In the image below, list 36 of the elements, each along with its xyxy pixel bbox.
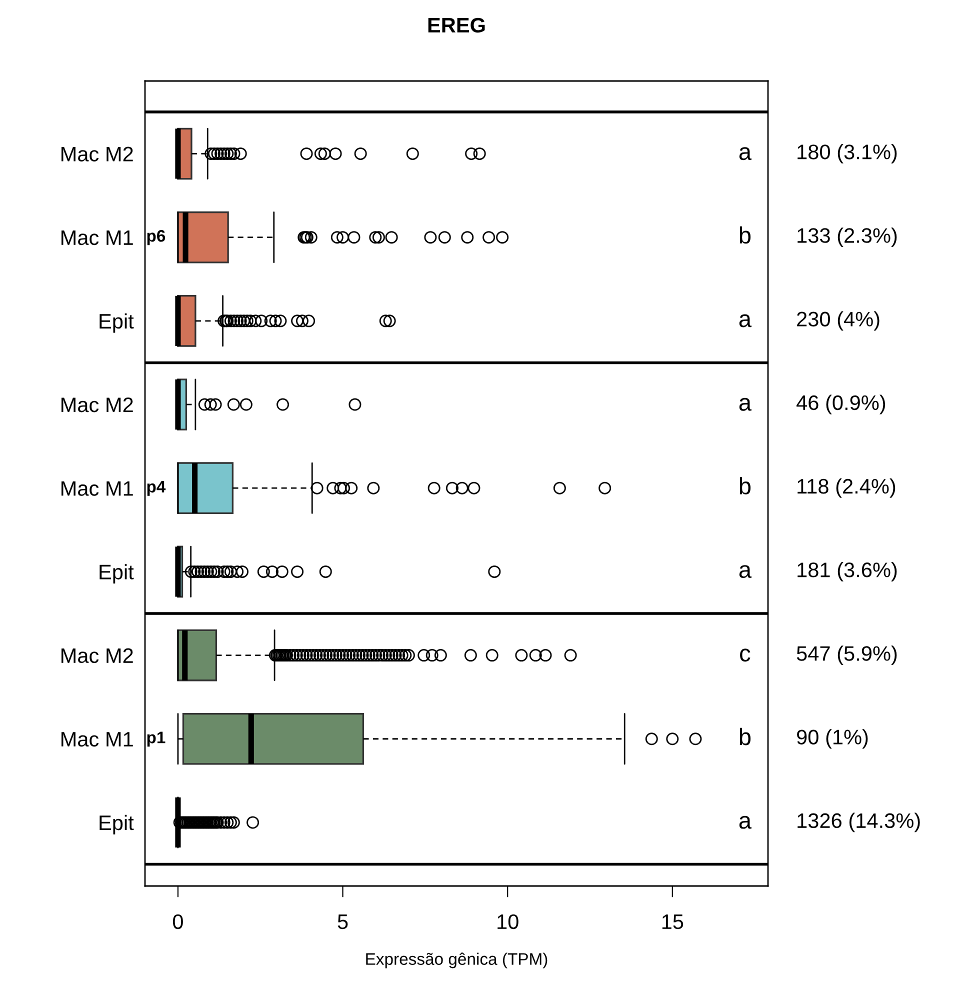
x-axis-title: Expressão gênica (TPM) (366, 952, 548, 968)
y-tick-label: Mac M2 (62, 398, 133, 412)
annotation: a (739, 314, 752, 328)
text: 133 (2.3%) (798, 228, 897, 248)
text: 46 (0.9%) (796, 394, 886, 414)
y-tick-label: Mac M1 (62, 481, 133, 496)
text: 230 (4%) (797, 311, 880, 331)
text: 180 (3.1%) (798, 144, 897, 164)
y-tick-label: Mac M1 (62, 230, 133, 246)
chart-title: EREG (428, 18, 485, 33)
annotation: c (740, 648, 750, 662)
y-tick-label: Epit (100, 313, 134, 333)
annotation: b (740, 728, 751, 746)
annotation: a (739, 147, 752, 160)
annotation: b (740, 477, 751, 494)
x-tick-label: 15 (662, 914, 684, 930)
annotation: p1 (147, 732, 166, 747)
annotation: p6 (147, 230, 166, 246)
text: 181 (3.6%) (798, 562, 897, 582)
annotation: a (739, 565, 752, 578)
y-tick-label: Epit (100, 814, 134, 834)
x-tick-label: 5 (338, 914, 348, 930)
annotation: p4 (147, 480, 166, 496)
y-tick-label: Mac M2 (62, 648, 133, 664)
text: 118 (2.4%) (798, 478, 896, 498)
annotation: b (740, 226, 751, 244)
annotation: a (739, 398, 752, 411)
text: 90 (1%) (797, 729, 868, 749)
annotation: a (739, 816, 752, 829)
x-tick-label: 0 (172, 914, 183, 930)
text: 547 (5.9%) (796, 646, 897, 665)
y-tick-label: Epit (100, 564, 134, 584)
y-tick-label: Mac M1 (62, 732, 133, 747)
x-tick-label: 10 (498, 914, 518, 930)
y-tick-label: Mac M2 (62, 146, 133, 162)
text: 1326 (14.3%) (798, 812, 920, 832)
